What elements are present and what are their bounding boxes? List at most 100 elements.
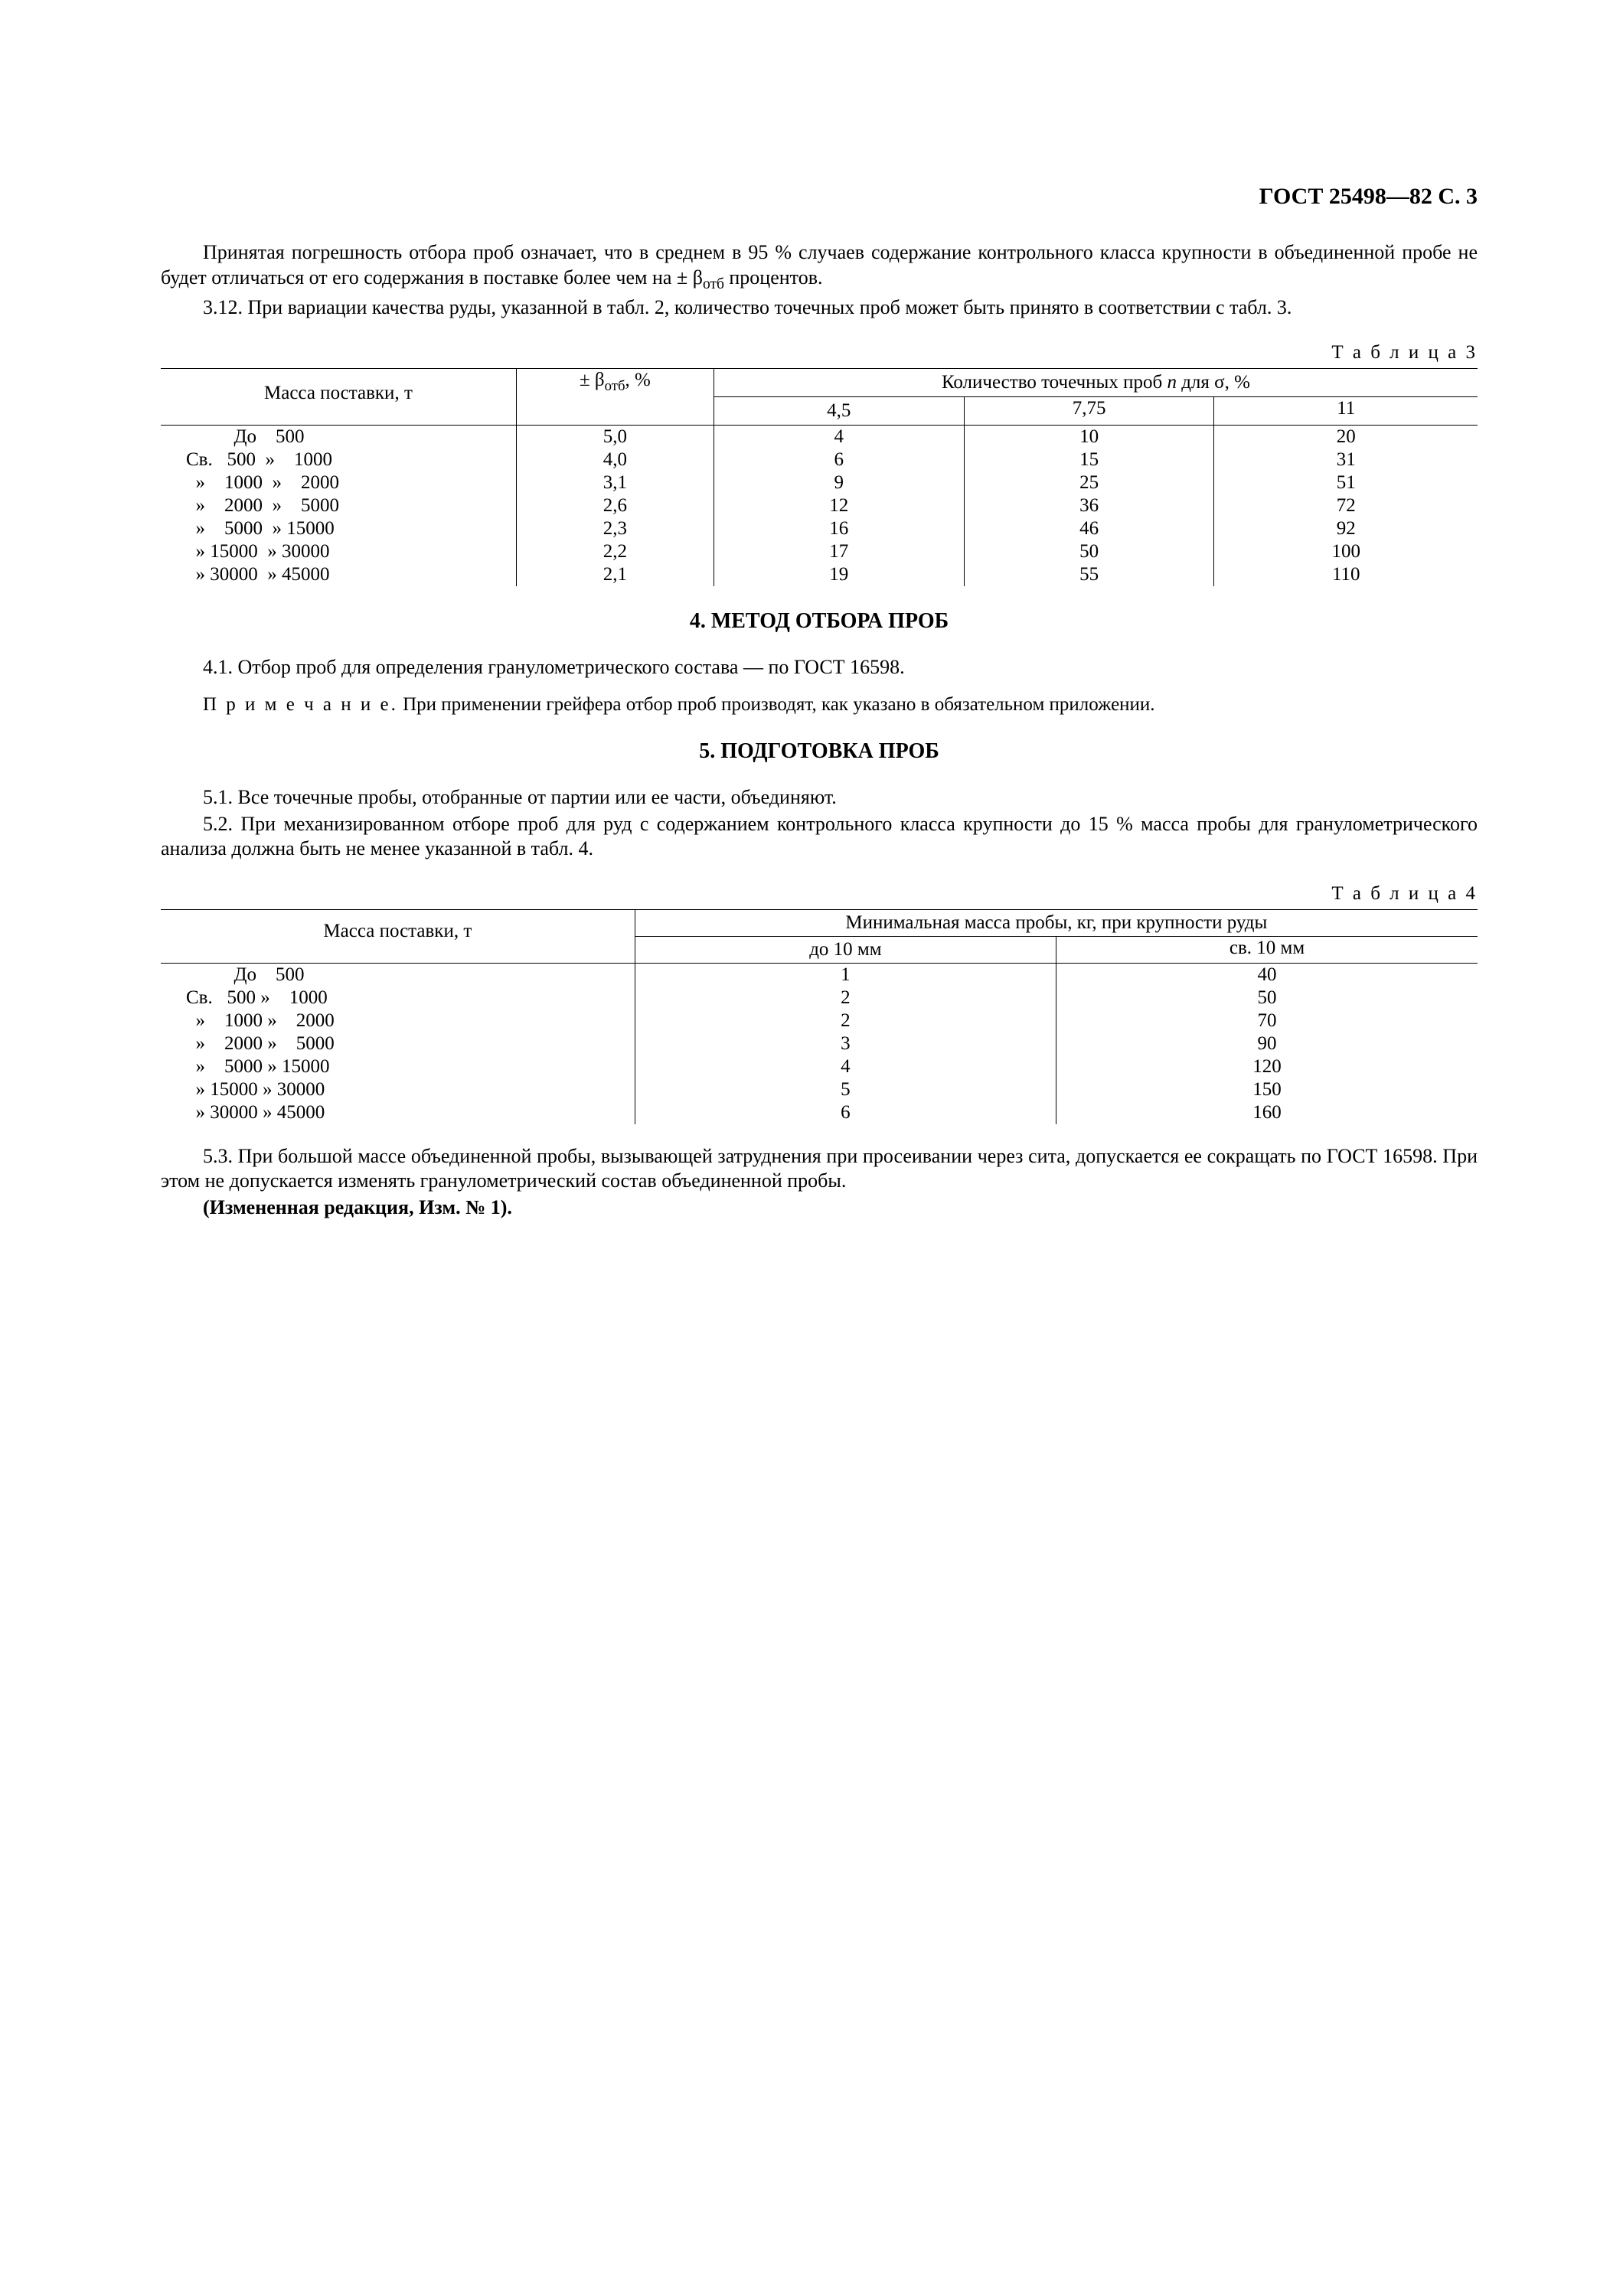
cell-mass: » 30000 » 45000 (161, 1101, 635, 1124)
cell-a: 17 (714, 540, 964, 563)
cell-b: 160 (1056, 1101, 1478, 1124)
cell-b: 120 (1056, 1055, 1478, 1078)
cell-b: 40 (1056, 963, 1478, 987)
cell-mass: » 30000 » 45000 (161, 563, 516, 586)
cell-b: 70 (1056, 1009, 1478, 1032)
subcol-1: до 10 мм (635, 936, 1056, 963)
subcol-3: 11 (1214, 396, 1478, 425)
page: ГОСТ 25498—82 С. 3 Принятая погрешность … (0, 0, 1623, 2296)
cell-b: 36 (964, 494, 1214, 517)
cell-b: 90 (1056, 1032, 1478, 1055)
table-3: Масса поставки, т ± βотб, % Количество т… (161, 368, 1478, 586)
cell-c: 20 (1214, 425, 1478, 448)
section-5-title: 5. ПОДГОТОВКА ПРОБ (161, 739, 1478, 764)
cell-b: 25 (964, 471, 1214, 494)
cell-mass: Св. 500 » 1000 (161, 987, 635, 1009)
cell-mass: » 2000 » 5000 (161, 1032, 635, 1055)
cell-a: 19 (714, 563, 964, 586)
cell-mass: » 2000 » 5000 (161, 494, 516, 517)
cell-a: 6 (635, 1101, 1056, 1124)
cell-a: 4 (635, 1055, 1056, 1078)
cell-a: 16 (714, 517, 964, 540)
cell-c: 51 (1214, 471, 1478, 494)
page-header: ГОСТ 25498—82 С. 3 (161, 184, 1478, 210)
cell-mass: До 500 (161, 425, 516, 448)
cell-a: 4 (714, 425, 964, 448)
cell-mass: » 1000 » 2000 (161, 1009, 635, 1032)
cell-beta: 2,1 (516, 563, 714, 586)
cell-mass: » 5000 » 15000 (161, 1055, 635, 1078)
table-row: » 30000 » 450006160 (161, 1101, 1478, 1124)
paragraph-5-2: 5.2. При механизированном отборе проб дл… (161, 812, 1478, 862)
col-n: Количество точечных проб n для σ, % (714, 368, 1478, 396)
table-row: » 5000 » 150002,3164692 (161, 517, 1478, 540)
subcol-2: 7,75 (964, 396, 1214, 425)
col-mass: Масса поставки, т (161, 909, 635, 963)
note-label: П р и м е ч а н и е. (203, 694, 398, 715)
table-row: » 30000 » 450002,11955110 (161, 563, 1478, 586)
cell-a: 1 (635, 963, 1056, 987)
beta-sub: отб (703, 276, 724, 292)
note-text: При применении грейфера отбор проб произ… (398, 694, 1155, 715)
cell-a: 2 (635, 987, 1056, 1009)
cell-mass: » 15000 » 30000 (161, 1078, 635, 1101)
cell-b: 50 (1056, 987, 1478, 1009)
table-row: » 15000 » 300005150 (161, 1078, 1478, 1101)
col-mass: Масса поставки, т (161, 368, 516, 425)
table-row: » 1000 » 2000270 (161, 1009, 1478, 1032)
cell-beta: 5,0 (516, 425, 714, 448)
cell-c: 72 (1214, 494, 1478, 517)
cell-b: 46 (964, 517, 1214, 540)
cell-mass: » 15000 » 30000 (161, 540, 516, 563)
table-row: Св. 500 » 10004,061531 (161, 448, 1478, 471)
table-row: До 500140 (161, 963, 1478, 987)
cell-mass: До 500 (161, 963, 635, 987)
cell-mass: Св. 500 » 1000 (161, 448, 516, 471)
table-row: До 5005,041020 (161, 425, 1478, 448)
table3-caption: Т а б л и ц а 3 (161, 342, 1478, 364)
cell-mass: » 5000 » 15000 (161, 517, 516, 540)
cell-beta: 2,6 (516, 494, 714, 517)
table-row: Св. 500 » 1000250 (161, 987, 1478, 1009)
col-beta: ± βотб, % (516, 368, 714, 425)
cell-a: 2 (635, 1009, 1056, 1032)
table4-caption: Т а б л и ц а 4 (161, 883, 1478, 905)
paragraph-intro: Принятая погрешность отбора проб означае… (161, 240, 1478, 294)
table-row: » 1000 » 20003,192551 (161, 471, 1478, 494)
cell-b: 50 (964, 540, 1214, 563)
paragraph-4-1: 4.1. Отбор проб для определения гранулом… (161, 655, 1478, 680)
note-1: П р и м е ч а н и е. При применении грей… (161, 693, 1478, 716)
text: процентов. (724, 266, 823, 289)
table-row: » 15000 » 300002,21750100 (161, 540, 1478, 563)
cell-beta: 2,3 (516, 517, 714, 540)
paragraph-5-3: 5.3. При большой массе объединенной проб… (161, 1144, 1478, 1194)
cell-b: 15 (964, 448, 1214, 471)
table-row: » 2000 » 50002,6123672 (161, 494, 1478, 517)
cell-c: 100 (1214, 540, 1478, 563)
cell-c: 31 (1214, 448, 1478, 471)
cell-a: 9 (714, 471, 964, 494)
cell-beta: 4,0 (516, 448, 714, 471)
table-4: Масса поставки, т Минимальная масса проб… (161, 909, 1478, 1124)
col-min: Минимальная масса пробы, кг, при крупнос… (635, 909, 1478, 936)
table-row: » 2000 » 5000390 (161, 1032, 1478, 1055)
subcol-2: св. 10 мм (1056, 936, 1478, 963)
subcol-1: 4,5 (714, 396, 964, 425)
cell-c: 92 (1214, 517, 1478, 540)
cell-a: 5 (635, 1078, 1056, 1101)
cell-a: 3 (635, 1032, 1056, 1055)
cell-b: 150 (1056, 1078, 1478, 1101)
cell-beta: 3,1 (516, 471, 714, 494)
cell-beta: 2,2 (516, 540, 714, 563)
paragraph-5-1: 5.1. Все точечные пробы, отобранные от п… (161, 785, 1478, 810)
cell-c: 110 (1214, 563, 1478, 586)
cell-a: 6 (714, 448, 964, 471)
cell-b: 55 (964, 563, 1214, 586)
section-4-title: 4. МЕТОД ОТБОРА ПРОБ (161, 609, 1478, 634)
amendment: (Измененная редакция, Изм. № 1). (161, 1195, 1478, 1221)
cell-a: 12 (714, 494, 964, 517)
cell-mass: » 1000 » 2000 (161, 471, 516, 494)
cell-b: 10 (964, 425, 1214, 448)
table-row: » 5000 » 150004120 (161, 1055, 1478, 1078)
paragraph-3-12: 3.12. При вариации качества руды, указан… (161, 295, 1478, 321)
